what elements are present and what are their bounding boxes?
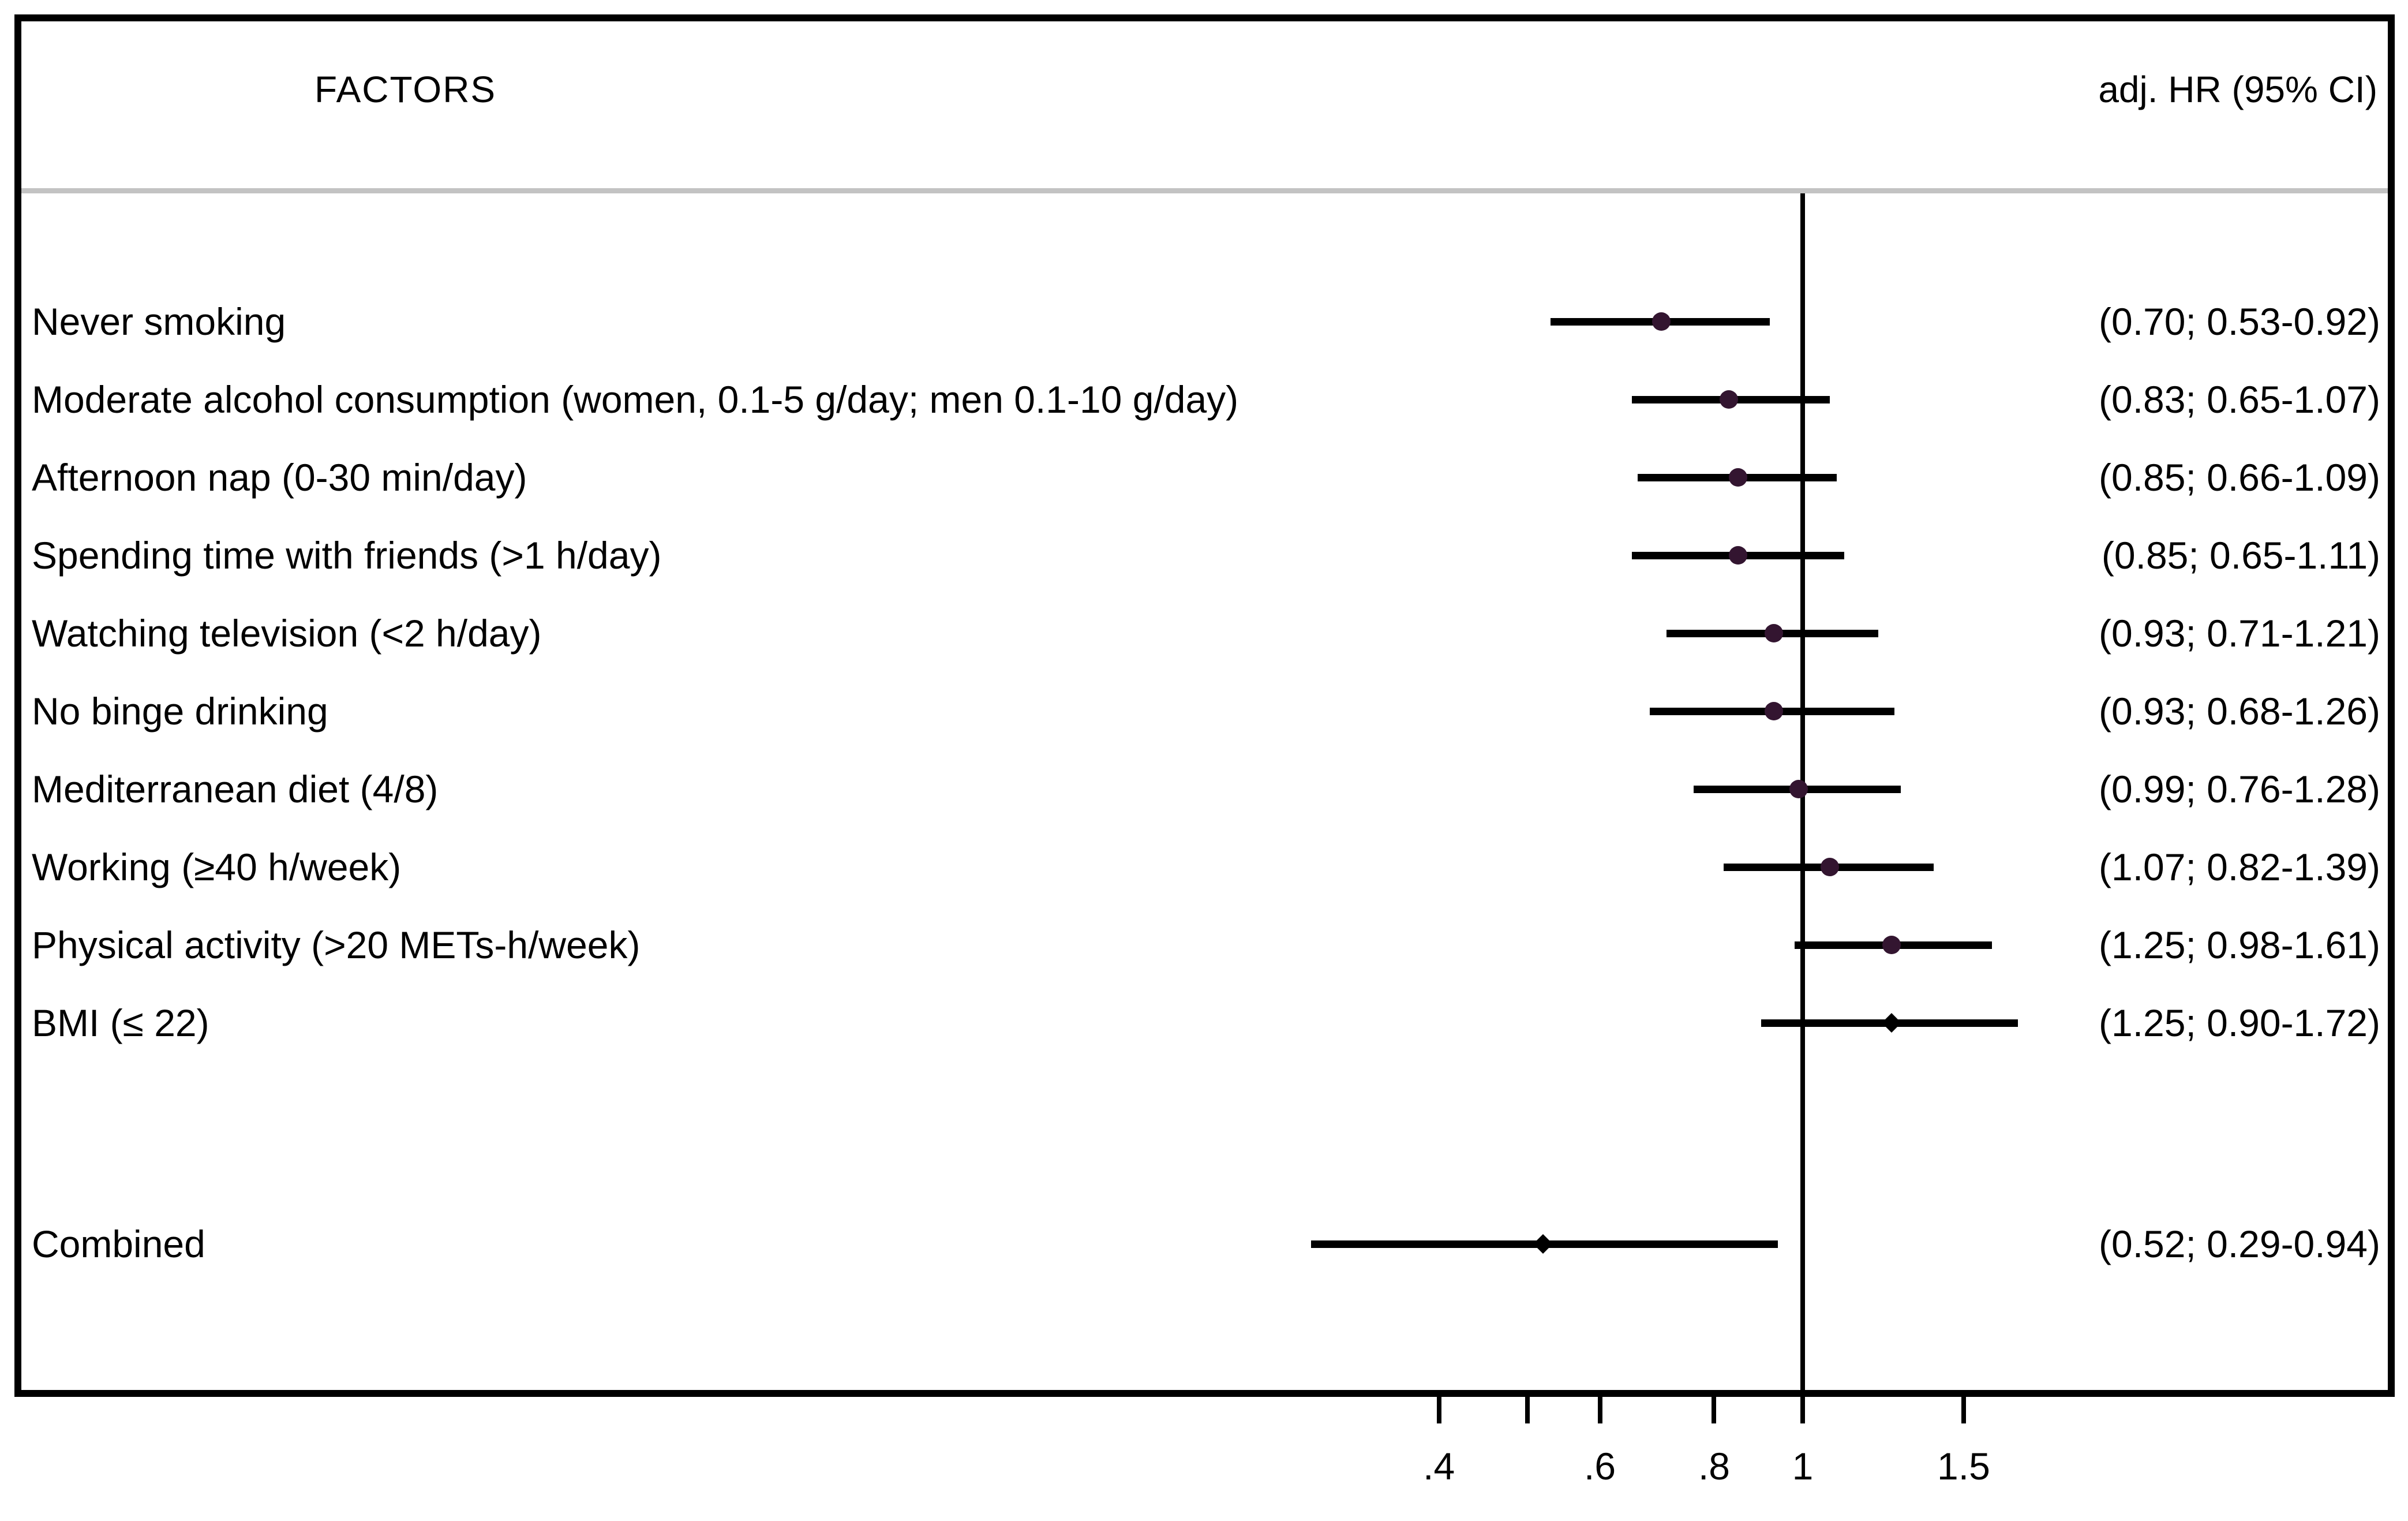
- x-tick-label: .4: [1423, 1445, 1455, 1488]
- row-label: Working (≥40 h/week): [32, 846, 402, 888]
- hr-point-marker: [1789, 780, 1808, 798]
- x-tick: [1597, 1397, 1602, 1423]
- ci-value: (0.70; 0.53-0.92): [2099, 300, 2380, 343]
- x-tick: [1961, 1397, 1966, 1423]
- hr-point-marker: [1820, 858, 1839, 876]
- row-label: Mediterranean diet (4/8): [32, 768, 439, 810]
- ci-value: (0.85; 0.66-1.09): [2099, 456, 2380, 499]
- row-label: Never smoking: [32, 300, 286, 343]
- hr-point-marker: [1882, 936, 1901, 954]
- x-tick-label: .8: [1698, 1445, 1730, 1488]
- row-label: Physical activity (>20 METs-h/week): [32, 924, 641, 966]
- header-separator-line: [21, 188, 2388, 193]
- x-tick-label: 1: [1792, 1445, 1814, 1488]
- ci-value: (0.83; 0.65-1.07): [2099, 378, 2380, 421]
- hr-point-marker: [1719, 390, 1738, 409]
- x-tick: [1525, 1397, 1530, 1423]
- hr-point-marker: [1729, 468, 1748, 487]
- row-label: Spending time with friends (>1 h/day): [32, 534, 662, 577]
- x-tick: [1436, 1397, 1441, 1423]
- column-header-factors: FACTORS: [314, 69, 497, 110]
- x-tick-label: 1.5: [1937, 1445, 1990, 1488]
- ci-value: (0.52; 0.29-0.94): [2099, 1223, 2380, 1265]
- ci-value: (0.93; 0.71-1.21): [2099, 612, 2380, 655]
- hr-point-marker: [1651, 312, 1671, 331]
- x-tick: [1800, 1397, 1805, 1423]
- row-label: No binge drinking: [32, 690, 328, 733]
- hr-point-marker: [1729, 546, 1748, 565]
- row-label: Watching television (<2 h/day): [32, 612, 542, 655]
- x-tick-label: .6: [1584, 1445, 1616, 1488]
- row-label: Combined: [32, 1223, 205, 1265]
- row-label: Afternoon nap (0-30 min/day): [32, 456, 527, 499]
- column-header-adj-hr: adj. HR (95% CI): [2098, 69, 2377, 110]
- x-tick: [1712, 1397, 1717, 1423]
- ci-value: (1.25; 0.98-1.61): [2099, 924, 2380, 966]
- figure-frame: [14, 14, 2395, 1397]
- ci-value: (1.07; 0.82-1.39): [2099, 846, 2380, 888]
- hr-point-marker: [1765, 624, 1784, 642]
- ci-value: (0.85; 0.65-1.11): [2101, 534, 2380, 577]
- ci-value: (0.99; 0.76-1.28): [2099, 768, 2380, 810]
- hr-point-marker: [1765, 702, 1784, 720]
- ci-value: (1.25; 0.90-1.72): [2099, 1001, 2380, 1044]
- row-label: BMI (≤ 22): [32, 1001, 209, 1044]
- ci-value: (0.93; 0.68-1.26): [2099, 690, 2380, 733]
- row-label: Moderate alcohol consumption (women, 0.1…: [32, 378, 1239, 421]
